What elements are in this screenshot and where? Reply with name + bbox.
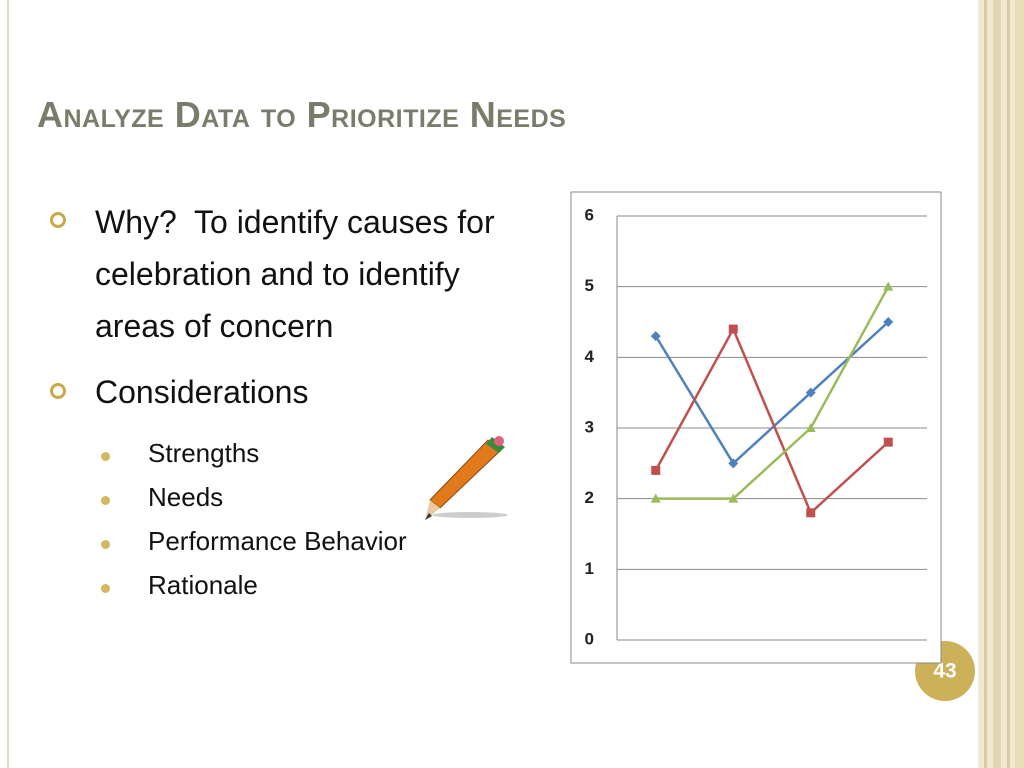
sub-bullet-text: Needs bbox=[148, 482, 224, 512]
sub-bullet-dot bbox=[101, 452, 110, 461]
sub-bullet-dot bbox=[101, 496, 110, 505]
bullet-dot bbox=[50, 383, 66, 399]
sub-bullet-text: Performance Behavior bbox=[148, 526, 407, 556]
sub-bullet-dot bbox=[101, 540, 110, 549]
bullet-text: Considerations bbox=[95, 374, 309, 410]
sub-bullet-text: Strengths bbox=[148, 438, 260, 468]
sub-bullet-dot bbox=[101, 584, 110, 593]
slide-number: 43 bbox=[933, 660, 956, 683]
bullet-dot bbox=[50, 212, 66, 228]
sub-bullet-text: Rationale bbox=[148, 570, 258, 600]
slide-title: Analyze Data to Prioritize Needs bbox=[37, 94, 567, 135]
pencil-icon bbox=[425, 436, 508, 520]
bullet-text: Why? To identify causes for celebration … bbox=[95, 204, 504, 344]
